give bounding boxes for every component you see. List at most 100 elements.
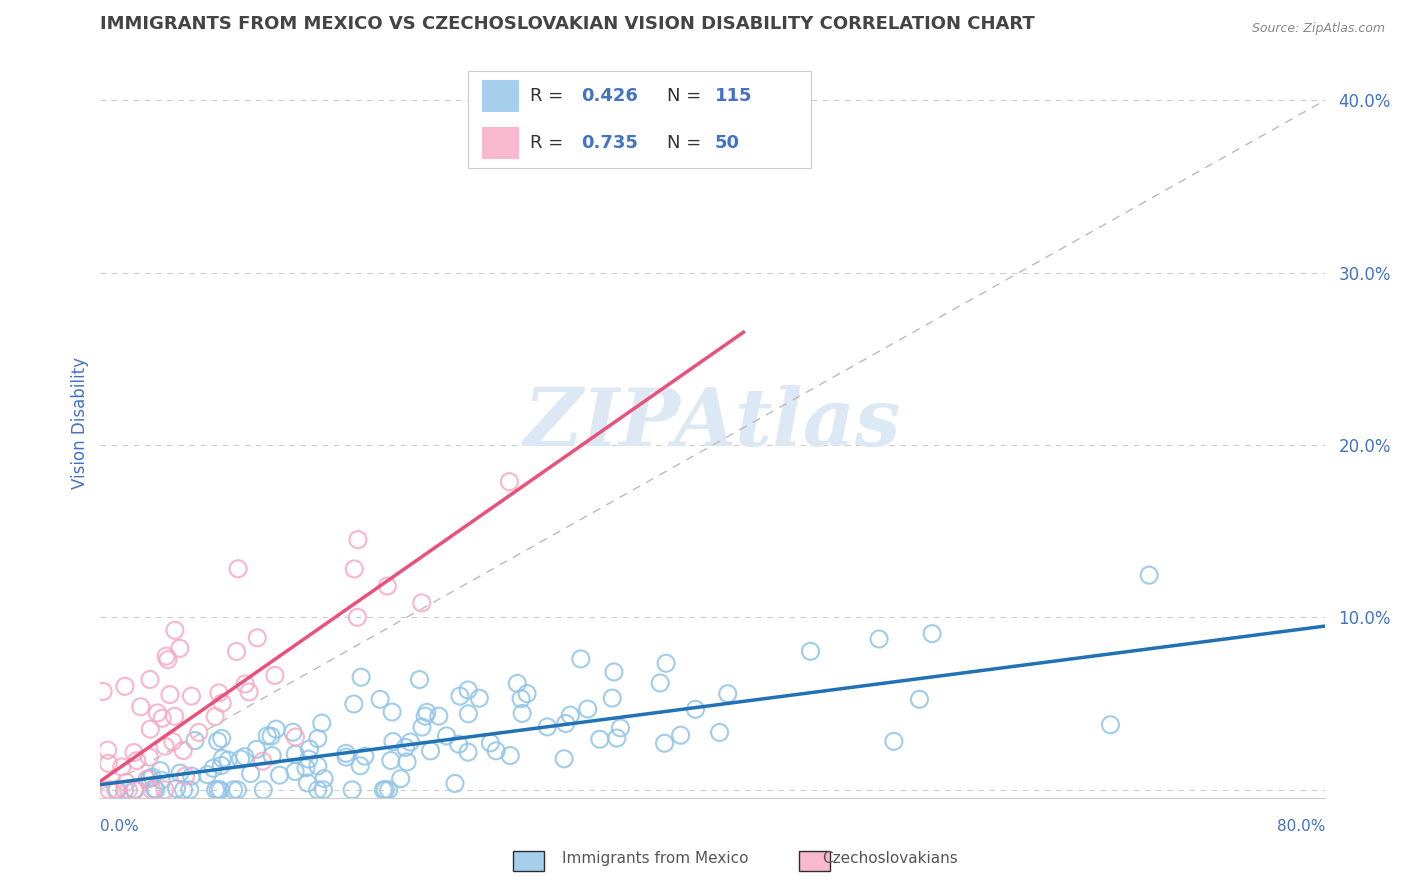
Point [252,782,274,797]
Point [125,754,148,768]
Point [172,743,194,757]
Point [368,692,391,706]
Point [576,702,599,716]
Point [169,641,191,656]
Point [284,764,307,779]
Point [260,729,283,743]
Point [245,742,267,756]
Point [146,706,169,720]
Point [569,652,592,666]
Point [174,769,197,783]
Text: Source: ZipAtlas.com: Source: ZipAtlas.com [1251,22,1385,36]
Point [105,782,128,797]
Point [436,729,458,743]
Point [589,732,612,747]
Point [143,781,166,796]
Point [217,753,239,767]
Point [654,736,676,750]
Point [179,782,201,797]
Point [343,697,366,711]
Point [104,782,127,797]
Point [883,734,905,748]
Point [91,684,114,698]
Point [444,776,467,790]
Text: 0.0%: 0.0% [100,819,139,834]
Point [353,749,375,764]
Point [138,750,160,764]
Point [350,670,373,684]
Point [411,596,433,610]
Point [396,755,419,769]
Point [97,756,120,771]
Point [229,752,252,766]
Point [124,782,146,797]
Point [122,746,145,760]
Point [479,736,502,750]
Point [375,579,398,593]
Point [606,731,628,745]
Point [256,729,278,743]
Point [184,733,207,747]
Point [117,782,139,797]
Point [281,725,304,739]
Point [115,775,138,789]
Point [709,725,731,739]
Point [156,652,179,666]
Text: Czechoslovakians: Czechoslovakians [823,851,959,865]
Point [381,705,404,719]
Point [150,773,173,788]
Point [389,772,412,786]
Point [211,696,233,710]
Point [139,673,162,687]
Point [169,766,191,780]
Point [295,761,318,775]
Point [447,737,470,751]
Point [343,562,366,576]
Point [335,747,357,761]
Point [374,782,396,797]
Point [264,668,287,682]
Point [197,767,219,781]
Point [211,731,233,746]
Point [908,692,931,706]
Point [163,624,186,638]
Point [124,782,146,797]
Point [457,745,479,759]
Point [457,683,479,698]
Point [180,689,202,703]
Point [335,750,357,764]
Point [187,725,209,739]
Point [97,782,120,797]
Point [208,686,231,700]
Point [226,562,249,576]
Point [297,776,319,790]
Point [204,709,226,723]
Point [153,739,176,754]
Point [150,711,173,725]
Point [114,782,136,797]
Point [603,665,626,679]
Point [600,691,623,706]
Point [155,649,177,664]
Point [427,709,450,723]
Point [207,734,229,748]
Point [180,769,202,783]
Point [485,744,508,758]
Point [553,752,575,766]
Point [209,758,232,772]
Point [449,689,471,703]
Point [655,657,678,671]
Point [311,716,333,731]
Point [298,742,321,756]
Point [173,782,195,797]
Point [1099,717,1122,731]
Text: 80.0%: 80.0% [1277,819,1326,834]
Point [233,749,256,764]
Point [111,760,134,774]
Point [307,731,329,746]
Point [314,772,336,786]
Y-axis label: Vision Disability: Vision Disability [72,358,89,490]
Point [204,782,226,797]
Point [262,748,284,763]
Point [222,782,245,797]
